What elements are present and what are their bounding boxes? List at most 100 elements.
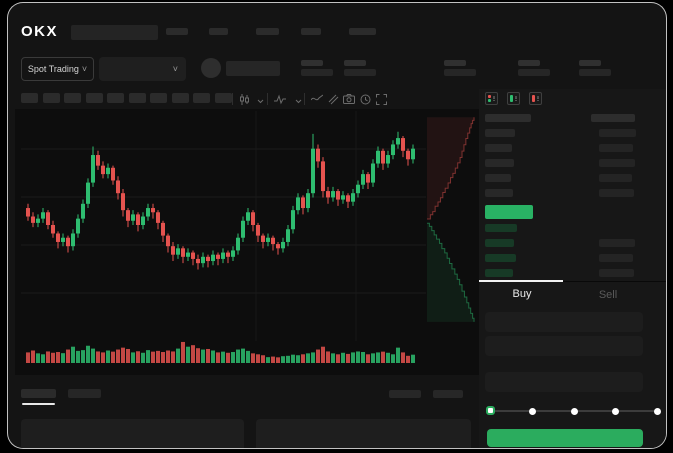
candle-style-icon[interactable] bbox=[237, 93, 251, 105]
ask-price-placeholder[interactable] bbox=[485, 189, 513, 197]
chart-background bbox=[15, 109, 479, 375]
ask-amount-placeholder[interactable] bbox=[599, 159, 635, 167]
bottom-action-placeholder[interactable] bbox=[389, 390, 421, 398]
buy-submit-button[interactable] bbox=[487, 429, 643, 447]
history-table-placeholder bbox=[256, 419, 471, 448]
compare-icon[interactable] bbox=[326, 93, 340, 105]
depth-chart bbox=[427, 117, 475, 322]
ask-amount-placeholder[interactable] bbox=[599, 189, 634, 197]
toolbar-divider bbox=[304, 93, 305, 105]
nav-item-placeholder[interactable] bbox=[209, 28, 228, 35]
depth-bids-line bbox=[427, 222, 475, 322]
book-price-header-placeholder bbox=[485, 114, 531, 122]
nav-item-placeholder[interactable] bbox=[256, 28, 279, 35]
camera-icon[interactable] bbox=[342, 93, 356, 105]
slider-stop[interactable] bbox=[570, 407, 578, 415]
timeframe-chip-placeholder[interactable] bbox=[171, 93, 189, 103]
active-tab-underline bbox=[479, 280, 563, 282]
ask-amount-placeholder[interactable] bbox=[599, 144, 633, 152]
slider-stop[interactable] bbox=[529, 407, 536, 415]
depth-asks-line bbox=[427, 117, 475, 220]
bid-amount-placeholder[interactable] bbox=[599, 254, 633, 262]
bottom-tab-underline bbox=[22, 403, 55, 405]
toolbar-divider bbox=[267, 93, 268, 105]
slider-handle[interactable] bbox=[486, 406, 495, 415]
last-price-highlight[interactable] bbox=[485, 205, 533, 219]
bid-amount-placeholder[interactable] bbox=[599, 269, 634, 277]
stat-value-placeholder bbox=[301, 69, 333, 76]
bid-amount-placeholder[interactable] bbox=[599, 239, 635, 247]
stat-label-placeholder bbox=[579, 60, 601, 66]
timeframe-chip-placeholder[interactable] bbox=[85, 93, 103, 103]
price-field-placeholder[interactable] bbox=[485, 312, 643, 332]
tab-divider bbox=[479, 281, 666, 282]
stat-value-placeholder bbox=[344, 69, 376, 76]
amount-field-placeholder[interactable] bbox=[485, 336, 643, 356]
ask-amount-placeholder[interactable] bbox=[599, 174, 632, 182]
trading-mode-select[interactable]: Spot Trading ˅ bbox=[21, 57, 94, 81]
timeframe-chip-placeholder[interactable] bbox=[107, 93, 124, 103]
timeframe-chip-placeholder[interactable] bbox=[128, 93, 146, 103]
line-tool-icon[interactable] bbox=[310, 93, 324, 105]
bottom-action-placeholder[interactable] bbox=[433, 390, 463, 398]
chevron-down-icon: ˅ bbox=[172, 63, 178, 74]
tab-buy[interactable]: Buy bbox=[512, 288, 532, 300]
chevron-down-icon: ˅ bbox=[81, 63, 88, 74]
slider-stop[interactable] bbox=[612, 407, 619, 415]
pair-select[interactable]: ˅ bbox=[99, 57, 186, 81]
bids-book-icon[interactable] bbox=[507, 92, 520, 105]
ask-price-placeholder[interactable] bbox=[485, 159, 514, 167]
timeframe-chip-placeholder[interactable] bbox=[21, 93, 38, 103]
asks-book-icon[interactable] bbox=[529, 92, 542, 105]
indicators-icon[interactable] bbox=[273, 93, 287, 105]
stat-label-placeholder bbox=[344, 60, 366, 66]
bid-price-placeholder[interactable] bbox=[485, 254, 516, 262]
stat-label-placeholder bbox=[301, 60, 323, 66]
search-bar-placeholder[interactable] bbox=[71, 25, 158, 40]
coin-icon bbox=[201, 58, 221, 78]
timeframe-chip-placeholder[interactable] bbox=[42, 93, 60, 103]
okx-logo: OKX bbox=[21, 23, 59, 40]
volume-bars-group bbox=[26, 341, 415, 363]
ask-amount-placeholder[interactable] bbox=[599, 129, 636, 137]
stat-label-placeholder bbox=[444, 60, 466, 66]
stat-label-placeholder bbox=[518, 60, 540, 66]
depth-asks-area bbox=[427, 117, 475, 219]
nav-item-placeholder[interactable] bbox=[301, 28, 321, 35]
timeframe-chip-placeholder[interactable] bbox=[150, 93, 167, 103]
candlestick-chart[interactable] bbox=[21, 111, 426, 369]
stat-value-placeholder bbox=[579, 69, 611, 76]
timeframe-chip-placeholder[interactable] bbox=[214, 93, 232, 103]
bid-price-placeholder[interactable] bbox=[485, 269, 513, 277]
nav-item-placeholder[interactable] bbox=[349, 28, 376, 35]
stat-value-placeholder bbox=[444, 69, 476, 76]
chevron-down-icon[interactable] bbox=[291, 95, 305, 107]
bottom-tab-active-placeholder[interactable] bbox=[21, 389, 56, 398]
bid-price-placeholder[interactable] bbox=[485, 224, 517, 232]
total-field-placeholder[interactable] bbox=[485, 372, 643, 392]
bid-price-placeholder[interactable] bbox=[485, 239, 514, 247]
bottom-tab-placeholder[interactable] bbox=[68, 389, 101, 398]
history-icon[interactable] bbox=[358, 93, 372, 105]
pair-name-placeholder bbox=[226, 61, 280, 76]
orders-table-placeholder bbox=[21, 419, 244, 448]
combined-book-icon[interactable] bbox=[485, 92, 498, 105]
candles-group bbox=[26, 131, 415, 270]
tab-sell[interactable]: Sell bbox=[598, 289, 618, 301]
trading-mode-label: Spot Trading bbox=[27, 64, 79, 74]
nav-item-placeholder[interactable] bbox=[166, 28, 188, 35]
fullscreen-icon[interactable] bbox=[374, 93, 388, 105]
toolbar-divider bbox=[232, 93, 233, 105]
depth-bids-area bbox=[427, 223, 475, 322]
app-window: OKX Spot Trading ˅ ˅ bbox=[7, 2, 667, 449]
chevron-down-icon[interactable] bbox=[253, 95, 267, 107]
ask-price-placeholder[interactable] bbox=[485, 174, 511, 182]
timeframe-chip-placeholder[interactable] bbox=[64, 93, 81, 103]
stat-value-placeholder bbox=[518, 69, 550, 76]
chart-gridlines bbox=[21, 111, 426, 341]
ask-price-placeholder[interactable] bbox=[485, 129, 515, 137]
ask-price-placeholder[interactable] bbox=[485, 144, 512, 152]
book-amount-header-placeholder bbox=[591, 114, 635, 122]
slider-stop[interactable] bbox=[653, 407, 661, 415]
timeframe-chip-placeholder[interactable] bbox=[193, 93, 210, 103]
